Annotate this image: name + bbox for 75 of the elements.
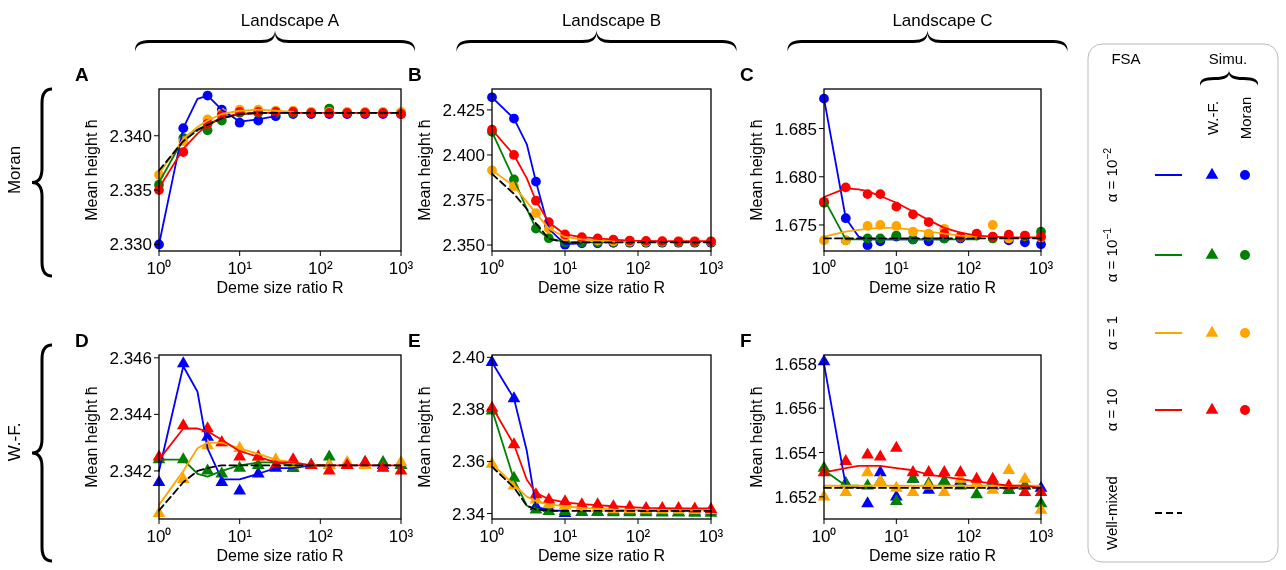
x-tick-label: 10³ [388, 527, 414, 546]
text: α = 1 [1103, 315, 1120, 351]
chart-title: C [740, 64, 754, 85]
chart-title: A [75, 64, 89, 85]
y-tick-label: 1.658 [774, 354, 817, 374]
y-tick-label: 2.340 [109, 126, 152, 146]
x-tick-label: 10³ [698, 527, 724, 546]
y-tick-label: 2.425 [442, 100, 485, 120]
x-tick-label: 10⁰ [146, 527, 172, 546]
x-tick-label: 10² [956, 527, 982, 546]
x-tick-label: 10³ [1028, 527, 1054, 546]
x-tick-label: 10² [625, 259, 651, 278]
y-tick-label: 1.675 [774, 215, 817, 235]
y-axis-title: Mean height h̄ [83, 119, 100, 221]
text: FSA [1111, 50, 1141, 67]
y-tick-label: 2.400 [442, 145, 485, 165]
x-tick-label: 10³ [388, 259, 414, 278]
y-tick-label: 1.685 [774, 119, 817, 139]
y-tick-label: 2.350 [442, 236, 485, 256]
y-tick-label: 2.40 [451, 348, 485, 368]
x-tick-label: 10⁰ [146, 259, 172, 278]
chart-title: F [740, 330, 752, 351]
text: Simu. [1208, 50, 1248, 67]
x-tick-label: 10⁰ [479, 527, 505, 546]
chart-title: D [75, 330, 89, 351]
x-tick-label: 10⁰ [811, 259, 837, 278]
x-axis-title: Deme size ratio R [216, 547, 344, 564]
y-tick-label: 2.375 [442, 191, 485, 210]
y-axis-title: Mean height h̄ [416, 119, 433, 221]
y-tick-label: 1.654 [774, 443, 817, 463]
x-tick-label: 10² [625, 527, 651, 546]
text: α = 10 [1103, 388, 1120, 432]
y-tick-label: 2.34 [451, 504, 485, 524]
y-tick-label: 1.652 [774, 487, 817, 507]
x-tick-label: 10³ [698, 259, 724, 278]
x-axis-title: Deme size ratio R [537, 547, 666, 564]
y-tick-label: 2.342 [109, 461, 152, 481]
x-tick-label: 10¹ [227, 527, 253, 546]
y-tick-label: 1.656 [774, 399, 817, 419]
x-tick-label: 10³ [1028, 259, 1054, 278]
text: Landscape B [561, 11, 662, 30]
y-tick-label: 2.36 [451, 452, 485, 472]
text: Moran [5, 145, 24, 195]
x-axis-title: Deme size ratio R [216, 279, 344, 296]
x-tick-label: 10² [956, 259, 982, 278]
text: Well-mixed [1103, 476, 1120, 550]
text: Landscape C [892, 11, 993, 30]
y-tick-label: 2.335 [109, 181, 152, 201]
text: Moran [1237, 96, 1254, 140]
x-tick-label: 10¹ [884, 527, 909, 546]
y-axis-title: Mean height h̄ [748, 386, 765, 488]
text: Landscape A [240, 11, 340, 30]
x-tick-label: 10⁰ [811, 527, 837, 546]
x-tick-label: 10⁰ [479, 259, 505, 278]
y-tick-label: 2.38 [451, 400, 485, 420]
y-axis-title: Mean height h̄ [748, 119, 765, 221]
y-tick-label: 2.344 [109, 405, 152, 425]
y-axis-title: Mean height h̄ [83, 386, 100, 488]
x-axis-title: Deme size ratio R [868, 547, 997, 564]
x-axis-title: Deme size ratio R [868, 279, 997, 296]
text: W.-F. [1204, 100, 1221, 136]
x-axis-title: Deme size ratio R [537, 279, 666, 296]
y-tick-label: 2.330 [109, 235, 152, 255]
y-tick-label: 2.346 [109, 348, 152, 368]
y-axis-title: Mean height h̄ [416, 386, 433, 488]
y-tick-label: 1.680 [774, 167, 817, 187]
chart-title: B [408, 64, 422, 85]
x-tick-label: 10² [308, 259, 333, 278]
x-tick-label: 10¹ [552, 527, 578, 546]
x-tick-label: 10¹ [884, 259, 909, 278]
chart-title: E [408, 330, 421, 351]
text: W.-F. [5, 422, 24, 462]
x-tick-label: 10¹ [227, 259, 253, 278]
x-tick-label: 10¹ [552, 259, 578, 278]
x-tick-label: 10² [308, 527, 333, 546]
